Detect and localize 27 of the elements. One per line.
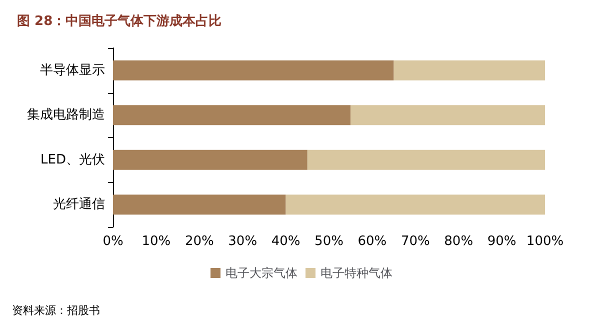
- y-tick-label: LED、光伏: [40, 152, 105, 168]
- chart-title: 图 28：中国电子气体下游成本占比: [17, 14, 222, 29]
- bar: [286, 194, 545, 215]
- y-tick-label: 半导体显示: [40, 62, 105, 78]
- y-tick-label: 光纤通信: [53, 197, 105, 212]
- legend-label: 电子大宗气体: [226, 266, 298, 280]
- legend-label: 电子特种气体: [320, 266, 392, 280]
- x-tick-label: 30%: [228, 234, 258, 249]
- bar: [113, 105, 351, 126]
- x-tick-label: 70%: [400, 234, 430, 249]
- text: 资料来源：招股书: [12, 304, 100, 317]
- x-tick-label: 0%: [102, 234, 124, 249]
- x-tick-label: 100%: [526, 234, 564, 249]
- y-tick-label: 集成电路制造: [27, 108, 105, 123]
- x-tick-label: 50%: [314, 234, 344, 249]
- x-tick-label: 20%: [184, 234, 214, 249]
- x-tick-label: 80%: [444, 234, 474, 249]
- bar: [307, 150, 545, 170]
- bar: [394, 60, 545, 80]
- bar: [113, 150, 308, 170]
- bar: [113, 194, 286, 215]
- x-tick-label: 90%: [487, 234, 516, 249]
- x-tick-label: 60%: [358, 234, 387, 249]
- x-tick-label: 40%: [271, 234, 300, 249]
- bar: [113, 60, 394, 80]
- x-tick-label: 10%: [142, 234, 171, 249]
- bar: [350, 105, 545, 126]
